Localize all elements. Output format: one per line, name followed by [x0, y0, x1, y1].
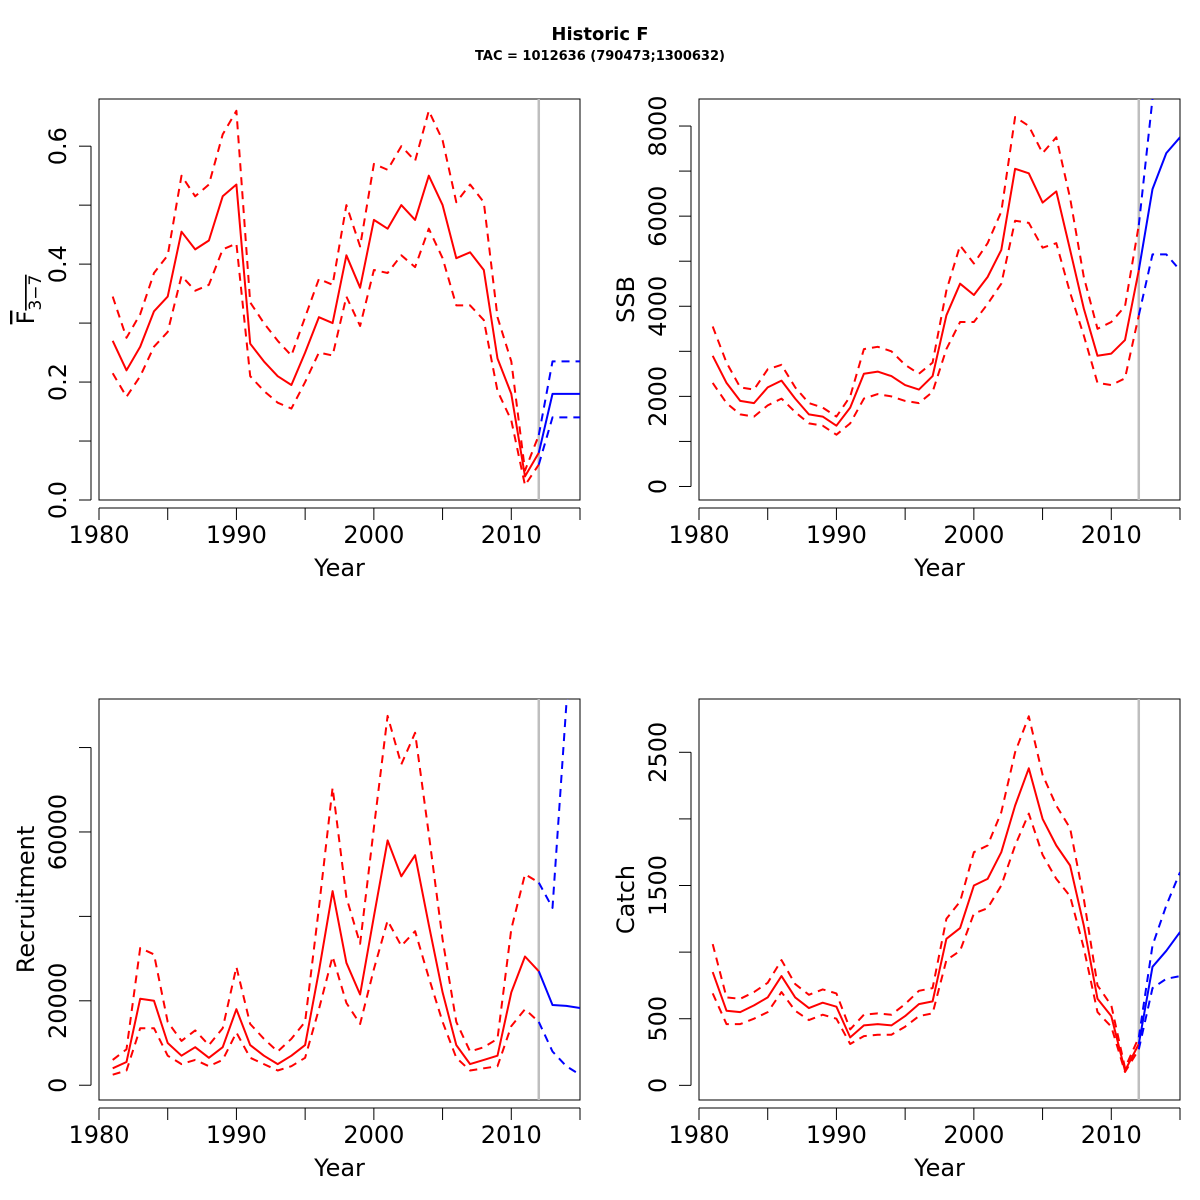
y-tick-label: 0	[644, 479, 672, 494]
x-tick-label: 1980	[668, 1121, 729, 1149]
y-tick-label: 4000	[644, 276, 672, 337]
x-tick-label: 1990	[206, 521, 267, 549]
x-tick-label: 1980	[68, 1121, 129, 1149]
forecast-estimate-line	[537, 970, 580, 1009]
forecast-lower-line	[1137, 975, 1180, 1050]
y-tick-label: 6000	[644, 186, 672, 247]
x-tick-label: 2000	[343, 1121, 404, 1149]
x-axis-label: Year	[913, 1154, 965, 1182]
y-tick-label: 0.4	[44, 245, 72, 283]
historic-estimate-line	[111, 174, 540, 478]
x-tick-label: 1980	[668, 521, 729, 549]
forecast-lower-line	[1137, 253, 1180, 316]
figure-subtitle: TAC = 1012636 (790473;1300632)	[475, 49, 725, 64]
y-tick-label: 0.2	[44, 363, 72, 401]
forecast-upper-line	[537, 699, 569, 909]
y-axis-label: Recruitment	[12, 826, 40, 973]
x-tick-label: 1990	[806, 1121, 867, 1149]
plot-area	[711, 715, 1180, 1073]
y-axis-label: Catch	[612, 865, 640, 934]
x-tick-label: 2000	[943, 1121, 1004, 1149]
figure-title: Historic F	[551, 24, 648, 45]
y-axis-label: F3−7	[12, 275, 46, 325]
historic-upper-line	[111, 109, 540, 472]
x-axis-label: Year	[313, 554, 365, 582]
x-axis-label: Year	[913, 554, 965, 582]
plot-frame	[698, 98, 1181, 501]
x-tick-label: 2010	[1081, 521, 1142, 549]
y-tick-label: 60000	[44, 794, 72, 870]
y-axis-label-main: Recruitment	[12, 826, 40, 973]
chart-panels: 1980 1990 2000 2010Year0.00.20.40.6F3−71980…	[12, 95, 1181, 1182]
x-tick-label: 2000	[343, 521, 404, 549]
y-axis-label-main: F	[12, 311, 40, 325]
y-axis-label-main: Catch	[612, 865, 640, 934]
historic-lower-line	[111, 227, 540, 487]
plot-area	[711, 99, 1180, 436]
forecast-upper-line	[1137, 99, 1154, 226]
historic-upper-line	[711, 116, 1140, 418]
plot-area	[111, 109, 580, 487]
x-tick-label: 1990	[806, 521, 867, 549]
forecast-estimate-line	[1137, 136, 1180, 271]
chart-panel-bottom-right: 1980 1990 2000 2010 Year 0 500 1500 2500 Catch	[612, 698, 1181, 1182]
x-axis-label: Year	[313, 1154, 365, 1182]
y-axis-label: SSB	[612, 276, 640, 323]
x-tick-label: 2010	[481, 1121, 542, 1149]
y-axis-label-subscript: 3−7	[26, 275, 46, 311]
historic-upper-line	[711, 715, 1140, 1069]
historic-estimate-line	[711, 767, 1140, 1072]
y-tick-label: 20000	[44, 963, 72, 1039]
plot-area	[112, 699, 580, 1076]
x-tick-label: 2010	[481, 521, 542, 549]
x-tick-label: 1990	[206, 1121, 267, 1149]
historic-lower-line	[711, 812, 1140, 1073]
forecast-upper-line	[1137, 871, 1180, 1038]
forecast-estimate-line	[1137, 931, 1180, 1045]
plot-frame	[98, 98, 581, 501]
chart-panel-top-right: 1980 1990 2000 2010 Year 0 2000 4000 6000 8000 SSB	[612, 95, 1181, 582]
forecast-lower-line	[537, 416, 580, 465]
historic-upper-line	[112, 714, 540, 1061]
y-tick-label: 0.6	[44, 127, 72, 165]
x-tick-label: 2000	[943, 521, 1004, 549]
y-tick-label: 0	[44, 1078, 72, 1093]
plot-frame	[698, 698, 1181, 1101]
y-tick-label: 2000	[644, 366, 672, 427]
x-tick-label: 2010	[1081, 1121, 1142, 1149]
forecast-lower-line	[537, 1021, 580, 1076]
y-tick-label: 0.0	[44, 481, 72, 519]
y-axis-label-main: SSB	[612, 276, 640, 323]
chart-panel-top-left: 1980 1990 2000 2010 Year 0.0 0.2 0.4 0.6 F3−7	[12, 98, 581, 582]
historic-estimate-line	[711, 167, 1140, 427]
historic-lower-line	[711, 219, 1140, 436]
x-tick-label: 1980	[68, 521, 129, 549]
y-tick-label: 500	[644, 996, 672, 1042]
y-tick-label: 8000	[644, 95, 672, 156]
historic-estimate-line	[112, 839, 540, 1070]
y-tick-label: 1500	[644, 855, 672, 916]
y-tick-label: 0	[644, 1078, 672, 1093]
forecast-estimate-line	[537, 392, 580, 454]
chart-panel-bottom-left: 1980 1990 2000 2010 Year 0 20000 60000Recruitme…	[12, 698, 581, 1182]
plot-frame	[98, 698, 581, 1101]
y-tick-label: 2500	[644, 722, 672, 783]
